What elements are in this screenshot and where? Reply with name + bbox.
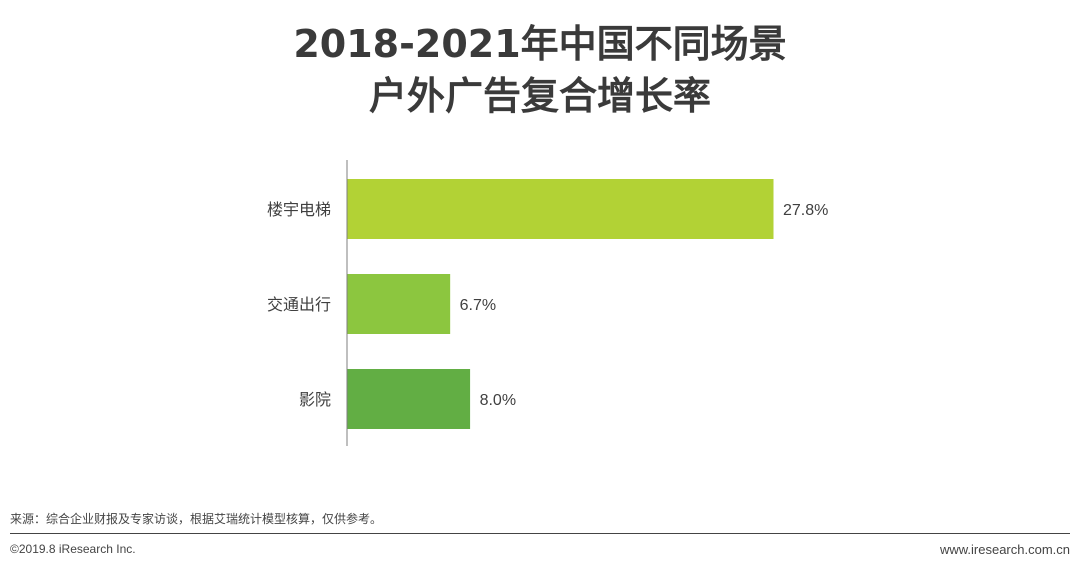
copyright-text: ©2019.8 iResearch Inc. bbox=[10, 542, 136, 556]
category-label: 影院 bbox=[299, 390, 331, 409]
category-label: 交通出行 bbox=[267, 295, 331, 314]
bar-1[interactable] bbox=[347, 274, 451, 334]
data-label: 27.8% bbox=[783, 202, 828, 219]
source-note: 来源：综合企业财报及专家访谈，根据艾瑞统计模型核算，仅供参考。 bbox=[10, 512, 383, 526]
footer-divider bbox=[10, 533, 1070, 534]
chart-title: 2018-2021年中国不同场景 户外广告复合增长率 bbox=[0, 18, 1080, 122]
bar-0[interactable] bbox=[347, 179, 774, 239]
website-link[interactable]: www.iresearch.com.cn bbox=[939, 542, 1070, 557]
data-label: 6.7% bbox=[460, 297, 496, 314]
chart-title-line-1: 2018-2021年中国不同场景 bbox=[293, 22, 787, 66]
category-label: 楼宇电梯 bbox=[267, 200, 331, 219]
bar-2[interactable] bbox=[347, 369, 471, 429]
chart-title-line-2: 户外广告复合增长率 bbox=[368, 74, 711, 118]
data-label: 8.0% bbox=[480, 392, 516, 409]
